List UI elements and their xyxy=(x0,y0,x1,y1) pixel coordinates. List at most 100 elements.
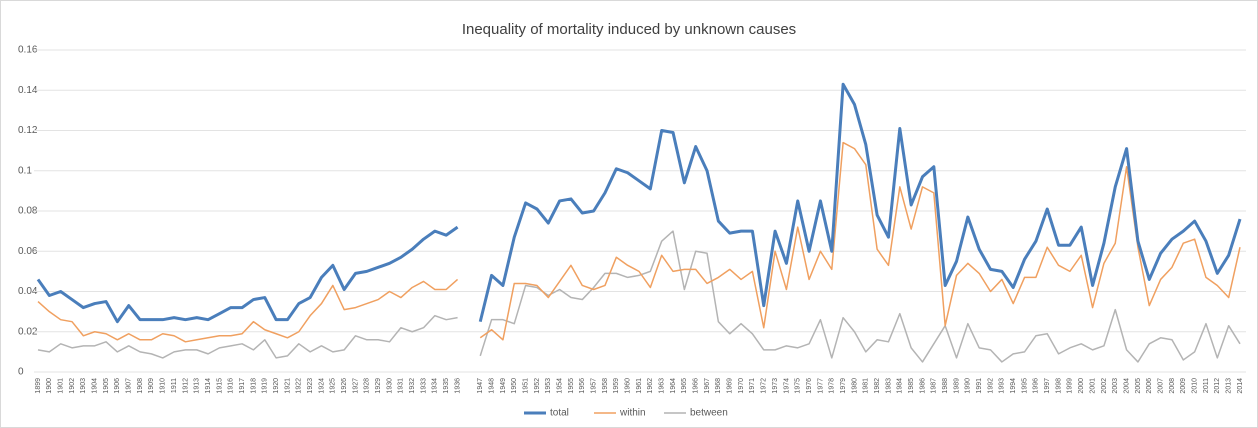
x-tick-label: 2013 xyxy=(1226,378,1233,394)
y-tick-label: 0.02 xyxy=(18,326,38,337)
x-tick-label: 1935 xyxy=(443,378,450,394)
x-tick-label: 1954 xyxy=(556,378,563,394)
x-tick-label: 2014 xyxy=(1237,378,1244,394)
x-tick-label: 1927 xyxy=(352,378,359,394)
x-tick-label: 1980 xyxy=(851,378,858,394)
x-tick-label: 2010 xyxy=(1191,378,1198,394)
x-tick-label: 1974 xyxy=(783,378,790,394)
x-tick-label: 1923 xyxy=(307,378,314,394)
x-tick-label: 1964 xyxy=(670,378,677,394)
x-tick-label: 2012 xyxy=(1214,378,1221,394)
x-tick-label: 1914 xyxy=(205,378,212,394)
x-tick-label: 1926 xyxy=(341,378,348,394)
x-tick-label: 1986 xyxy=(919,378,926,394)
x-tick-label: 1979 xyxy=(840,378,847,394)
x-tick-label: 1921 xyxy=(284,378,291,394)
x-tick-label: 1915 xyxy=(216,378,223,394)
x-tick-label: 1985 xyxy=(908,378,915,394)
x-tick-label: 1907 xyxy=(126,378,133,394)
y-tick-label: 0.16 xyxy=(18,45,38,56)
y-tick-label: 0.06 xyxy=(18,246,38,257)
y-tick-label: 0.12 xyxy=(18,125,38,136)
legend-label: between xyxy=(690,408,728,419)
x-tick-label: 1916 xyxy=(228,378,235,394)
x-tick-label: 1933 xyxy=(420,378,427,394)
x-tick-label: 1999 xyxy=(1067,378,1074,394)
x-tick-label: 1988 xyxy=(942,378,949,394)
x-tick-label: 1962 xyxy=(647,378,654,394)
x-tick-label: 1977 xyxy=(817,378,824,394)
y-tick-label: 0 xyxy=(18,367,24,378)
x-tick-label: 1905 xyxy=(103,378,110,394)
x-tick-label: 2003 xyxy=(1112,378,1119,394)
x-tick-label: 1929 xyxy=(375,378,382,394)
series-line xyxy=(36,82,1242,324)
x-tick-label: 1957 xyxy=(590,378,597,394)
x-tick-label: 1978 xyxy=(829,378,836,394)
x-tick-label: 2001 xyxy=(1089,378,1096,394)
x-tick-label: 1919 xyxy=(262,378,269,394)
x-tick-label: 1910 xyxy=(160,378,167,394)
x-tick-label: 1968 xyxy=(715,378,722,394)
x-tick-label: 1989 xyxy=(953,378,960,394)
legend-label: within xyxy=(619,408,646,419)
x-tick-label: 1965 xyxy=(681,378,688,394)
legend-label: total xyxy=(550,408,569,419)
x-tick-label: 2006 xyxy=(1146,378,1153,394)
x-tick-label: 1955 xyxy=(568,378,575,394)
x-tick-label: 2000 xyxy=(1078,378,1085,394)
x-tick-label: 2007 xyxy=(1157,378,1164,394)
x-tick-label: 1930 xyxy=(386,378,393,394)
x-tick-label: 1953 xyxy=(545,378,552,394)
x-tick-label: 1902 xyxy=(69,378,76,394)
series-line xyxy=(37,141,1241,343)
x-tick-label: 1951 xyxy=(522,378,529,394)
x-tick-label: 1918 xyxy=(250,378,257,394)
x-tick-label: 1971 xyxy=(749,378,756,394)
x-tick-label: 2011 xyxy=(1203,378,1210,393)
y-tick-label: 0.14 xyxy=(18,85,38,96)
x-tick-label: 1982 xyxy=(874,378,881,394)
x-tick-label: 1948 xyxy=(488,378,495,394)
x-tick-label: 1934 xyxy=(432,378,439,394)
x-tick-label: 1932 xyxy=(409,378,416,394)
x-tick-label: 1924 xyxy=(318,378,325,394)
x-tick-label: 1961 xyxy=(636,378,643,394)
x-tick-label: 1947 xyxy=(477,378,484,394)
x-tick-label: 1899 xyxy=(35,378,42,394)
x-tick-label: 1966 xyxy=(693,378,700,394)
x-tick-label: 1969 xyxy=(727,378,734,394)
x-tick-label: 1911 xyxy=(171,378,178,393)
chart-title: Inequality of mortality induced by unkno… xyxy=(462,21,796,38)
x-tick-label: 1949 xyxy=(500,378,507,394)
x-tick-label: 1958 xyxy=(602,378,609,394)
x-tick-label: 1900 xyxy=(46,378,53,394)
x-tick-label: 1981 xyxy=(863,378,870,394)
x-tick-label: 1950 xyxy=(511,378,518,394)
x-tick-label: 1908 xyxy=(137,378,144,394)
x-tick-label: 1956 xyxy=(579,378,586,394)
x-tick-label: 1913 xyxy=(194,378,201,394)
x-tick-label: 1972 xyxy=(761,378,768,394)
x-tick-label: 1998 xyxy=(1055,378,1062,394)
x-tick-label: 1992 xyxy=(987,378,994,394)
x-tick-label: 1987 xyxy=(931,378,938,394)
x-tick-label: 2004 xyxy=(1123,378,1130,394)
x-tick-label: 1917 xyxy=(239,378,246,394)
x-tick-label: 2009 xyxy=(1180,378,1187,394)
x-tick-label: 1920 xyxy=(273,378,280,394)
x-tick-label: 1994 xyxy=(1010,378,1017,394)
x-tick-label: 1931 xyxy=(398,378,405,394)
x-tick-label: 1990 xyxy=(965,378,972,394)
x-tick-label: 2005 xyxy=(1135,378,1142,394)
x-tick-label: 1925 xyxy=(330,378,337,394)
y-tick-label: 0.08 xyxy=(18,206,38,217)
series-line xyxy=(37,230,1241,363)
x-tick-label: 1963 xyxy=(659,378,666,394)
x-tick-label: 1904 xyxy=(92,378,99,394)
x-tick-label: 1912 xyxy=(182,378,189,394)
y-tick-label: 0.1 xyxy=(18,165,32,176)
x-tick-label: 1901 xyxy=(58,378,65,394)
y-tick-label: 0.04 xyxy=(18,286,38,297)
x-tick-label: 1903 xyxy=(80,378,87,394)
